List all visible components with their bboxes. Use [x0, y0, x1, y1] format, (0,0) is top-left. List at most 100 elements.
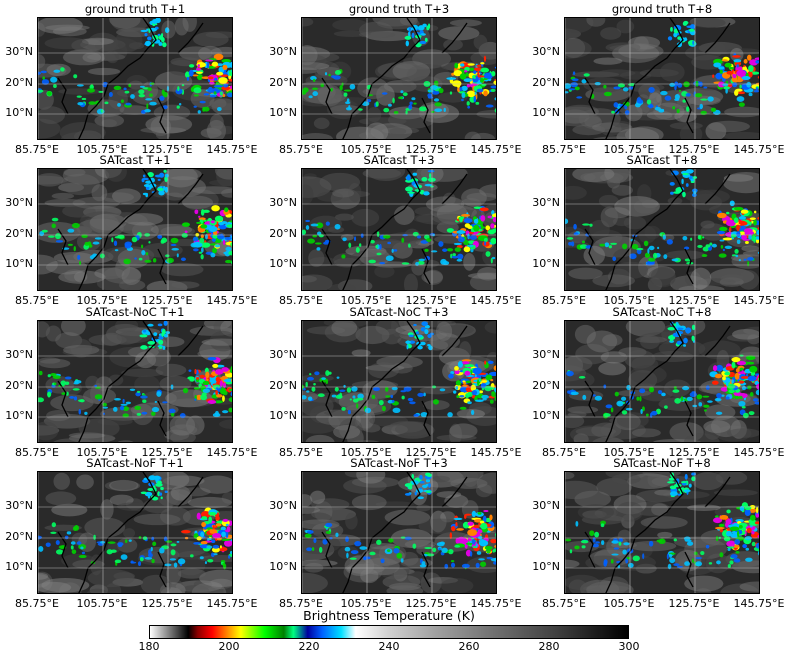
lat-tick-label: 10°N [532, 257, 560, 270]
lon-tick-label: 145.75°E [206, 294, 258, 307]
map-panel: SATcast T+8 30°N 20°N 10°N 85.75°E 105.75°E 12… [532, 153, 784, 307]
lon-tick-label: 85.75°E [15, 143, 59, 156]
panel-title: ground truth T+1 [84, 2, 186, 16]
map-panel: SATcast-NoC T+3 30°N 20°N 10°N 85.75°E 105.75… [269, 305, 521, 459]
lat-tick-label: 30°N [269, 196, 297, 209]
lat-tick-label: 10°N [269, 257, 297, 270]
lat-tick-label: 30°N [269, 348, 297, 361]
brightness-field [302, 169, 496, 290]
lat-tick-label: 30°N [5, 196, 33, 209]
satellite-map [564, 320, 760, 443]
satellite-map [301, 320, 497, 443]
lon-tick-label: 85.75°E [542, 597, 586, 610]
colorbar-tick-label: 200 [218, 640, 240, 653]
brightness-field [302, 18, 496, 139]
satellite-map [37, 471, 233, 594]
lat-tick-label: 10°N [269, 560, 297, 573]
lon-tick-label: 125.75°E [405, 446, 457, 459]
lon-tick-label: 145.75°E [206, 597, 258, 610]
colorbar-tick-label: 300 [618, 640, 640, 653]
lat-tick-label: 10°N [5, 106, 33, 119]
brightness-field [38, 169, 232, 290]
lon-tick-label: 125.75°E [141, 294, 193, 307]
lon-tick-label: 105.75°E [340, 143, 392, 156]
lat-tick-label: 30°N [532, 45, 560, 58]
satellite-map [37, 17, 233, 140]
brightness-field [565, 169, 759, 290]
satellite-map [564, 471, 760, 594]
lat-tick-label: 30°N [269, 499, 297, 512]
lon-tick-label: 85.75°E [279, 294, 323, 307]
lon-tick-label: 105.75°E [340, 294, 392, 307]
lat-tick-label: 30°N [5, 45, 33, 58]
lat-tick-label: 20°N [269, 76, 297, 89]
lon-tick-label: 145.75°E [470, 597, 522, 610]
lon-tick-label: 105.75°E [76, 446, 128, 459]
panel-title: SATcast-NoC T+1 [85, 305, 185, 319]
brightness-field [302, 321, 496, 442]
colorbar-tick-label: 280 [538, 640, 560, 653]
lat-tick-label: 10°N [532, 106, 560, 119]
lon-tick-label: 145.75°E [206, 143, 258, 156]
lat-tick-label: 10°N [269, 409, 297, 422]
satellite-map [301, 17, 497, 140]
lat-tick-label: 30°N [5, 499, 33, 512]
panel-title: SATcast-NoF T+1 [86, 456, 184, 470]
lat-tick-label: 30°N [269, 45, 297, 58]
panel-title: ground truth T+8 [611, 2, 713, 16]
panel-title: SATcast-NoC T+8 [612, 305, 712, 319]
panel-title: SATcast T+3 [363, 153, 435, 167]
lon-tick-label: 105.75°E [76, 597, 128, 610]
brightness-field [565, 321, 759, 442]
lat-tick-label: 10°N [532, 409, 560, 422]
lon-tick-label: 85.75°E [15, 597, 59, 610]
lon-tick-label: 85.75°E [279, 597, 323, 610]
brightness-field [38, 18, 232, 139]
satellite-map [564, 17, 760, 140]
lat-tick-label: 20°N [269, 379, 297, 392]
lat-tick-label: 10°N [5, 560, 33, 573]
lon-tick-label: 85.75°E [542, 446, 586, 459]
lat-tick-label: 20°N [532, 379, 560, 392]
lon-tick-label: 85.75°E [279, 446, 323, 459]
panel-title: ground truth T+3 [348, 2, 450, 16]
satellite-map [301, 471, 497, 594]
map-panel: SATcast-NoC T+1 30°N 20°N 10°N 85.75°E 105.75… [5, 305, 257, 459]
lon-tick-label: 105.75°E [603, 446, 655, 459]
satellite-map [301, 168, 497, 291]
lon-tick-label: 125.75°E [668, 597, 720, 610]
lat-tick-label: 10°N [5, 409, 33, 422]
lat-tick-label: 20°N [532, 227, 560, 240]
colorbar-tick-label: 180 [138, 640, 160, 653]
lat-tick-label: 20°N [269, 227, 297, 240]
lat-tick-label: 20°N [5, 227, 33, 240]
lon-tick-label: 145.75°E [733, 294, 785, 307]
brightness-field [565, 18, 759, 139]
lon-tick-label: 125.75°E [668, 446, 720, 459]
lon-tick-label: 145.75°E [733, 446, 785, 459]
satellite-map [37, 320, 233, 443]
lon-tick-label: 125.75°E [668, 294, 720, 307]
panel-title: SATcast T+8 [626, 153, 698, 167]
lon-tick-label: 105.75°E [340, 597, 392, 610]
lon-tick-label: 145.75°E [470, 143, 522, 156]
lat-tick-label: 30°N [5, 348, 33, 361]
lon-tick-label: 145.75°E [206, 446, 258, 459]
lat-tick-label: 20°N [5, 76, 33, 89]
lat-tick-label: 10°N [532, 560, 560, 573]
map-panel: SATcast-NoF T+3 30°N 20°N 10°N 85.75°E 105.75… [269, 456, 521, 610]
lon-tick-label: 145.75°E [733, 597, 785, 610]
lon-tick-label: 125.75°E [405, 143, 457, 156]
panel-title: SATcast T+1 [99, 153, 171, 167]
lat-tick-label: 20°N [5, 530, 33, 543]
lon-tick-label: 125.75°E [405, 294, 457, 307]
colorbar-tick-label: 240 [378, 640, 400, 653]
colorbar-tick-label: 260 [458, 640, 480, 653]
brightness-field [38, 321, 232, 442]
brightness-field [38, 472, 232, 593]
lon-tick-label: 105.75°E [603, 294, 655, 307]
lon-tick-label: 125.75°E [141, 143, 193, 156]
panel-title: SATcast-NoF T+8 [613, 456, 711, 470]
brightness-field [565, 472, 759, 593]
satellite-map [564, 168, 760, 291]
